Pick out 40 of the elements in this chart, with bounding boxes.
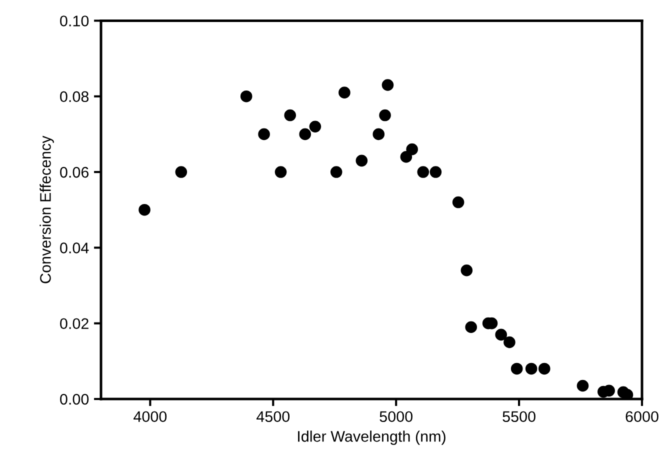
point xyxy=(379,109,391,122)
y-tick-label: 0.02 xyxy=(60,318,88,330)
y-tick-label: 0.08 xyxy=(60,91,89,102)
point xyxy=(576,380,589,392)
x-tick-label: 6000 xyxy=(626,411,658,422)
y-tick-label: 0.10 xyxy=(60,16,89,26)
point xyxy=(525,362,538,375)
point xyxy=(510,362,523,375)
point xyxy=(452,196,464,208)
point xyxy=(465,321,477,334)
point xyxy=(338,86,350,98)
point xyxy=(299,128,312,140)
point xyxy=(309,120,322,133)
y-tick-label: 0.04 xyxy=(60,242,89,254)
point xyxy=(274,166,287,178)
x-tick-label: 4000 xyxy=(134,411,167,422)
point xyxy=(240,90,252,102)
point xyxy=(356,154,368,167)
point xyxy=(138,204,150,216)
y-tick-label: 0.06 xyxy=(60,166,89,178)
point xyxy=(495,328,507,341)
point xyxy=(417,166,430,178)
x-tick-label: 5000 xyxy=(380,411,412,422)
x-tick-label: 4500 xyxy=(256,411,290,422)
point xyxy=(400,150,412,163)
x-axis-title: Idler Wavelength (nm) xyxy=(298,430,446,445)
point xyxy=(284,109,296,122)
point xyxy=(504,336,516,348)
point xyxy=(460,264,473,276)
point xyxy=(430,166,442,178)
point xyxy=(330,166,342,178)
y-axis-title: Conversion Effecency xyxy=(40,136,54,284)
x-tick-label: 5500 xyxy=(502,411,536,422)
point xyxy=(382,79,394,91)
point xyxy=(538,362,550,375)
point xyxy=(372,128,385,140)
y-tick-label: 0.00 xyxy=(60,394,89,405)
point xyxy=(406,143,418,156)
point xyxy=(258,128,270,140)
point xyxy=(175,166,188,178)
